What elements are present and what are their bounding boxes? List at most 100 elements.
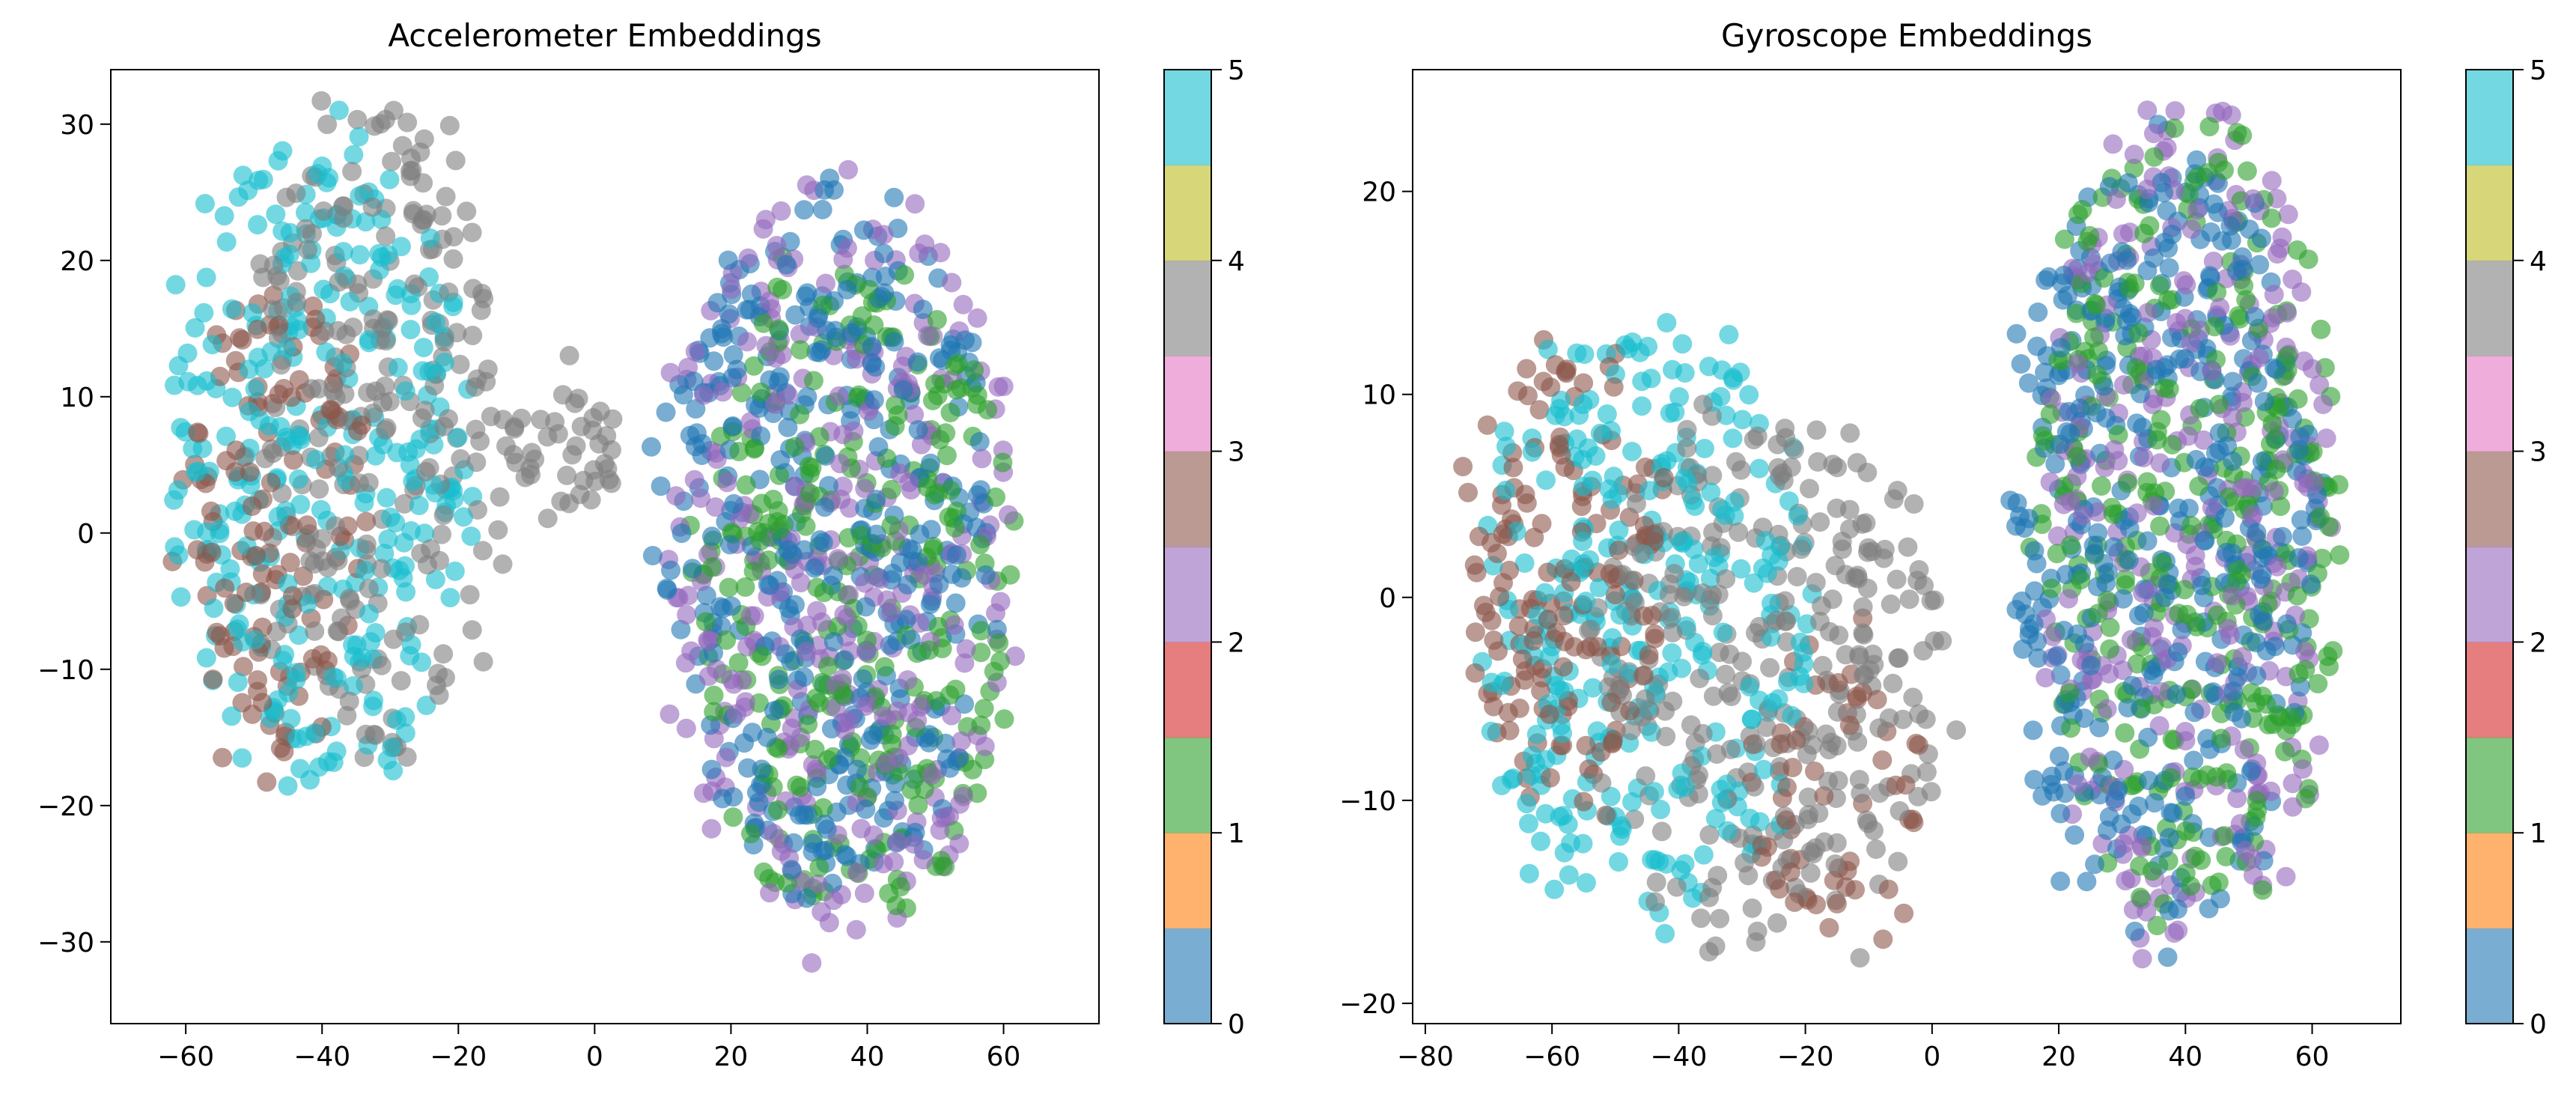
scatter-point	[993, 377, 1014, 396]
scatter-point	[229, 614, 249, 634]
scatter-point	[1657, 313, 1677, 332]
scatter-point	[2243, 505, 2263, 525]
scatter-point	[812, 612, 832, 632]
scatter-point	[259, 416, 279, 436]
scatter-point	[2175, 722, 2196, 741]
scatter-point	[2168, 920, 2188, 941]
scatter-point	[2190, 398, 2210, 419]
scatter-point	[2185, 612, 2205, 632]
scatter-point	[874, 706, 894, 726]
colorbar-tick-label: 5	[2530, 55, 2547, 86]
scatter-point	[1847, 453, 1867, 472]
scatter-point	[2115, 723, 2135, 743]
scatter-point	[1550, 806, 1570, 827]
scatter-point	[1574, 373, 1594, 393]
scatter-point	[2137, 179, 2158, 199]
scatter-point	[1622, 442, 1642, 461]
scatter-point	[1693, 395, 1714, 415]
scatter-point	[2059, 589, 2078, 609]
scatter-point	[812, 199, 832, 219]
scatter-point	[323, 380, 344, 401]
scatter-point	[1800, 863, 1821, 883]
scatter-point	[1700, 568, 1720, 589]
scatter-point	[946, 545, 966, 565]
scatter-point	[2094, 268, 2114, 288]
scatter-point	[1800, 478, 1819, 499]
scatter-point	[2313, 395, 2333, 414]
scatter-point	[2246, 693, 2266, 713]
scatter-point	[2226, 261, 2247, 281]
scatter-point	[2237, 161, 2257, 181]
scatter-point	[420, 228, 440, 249]
scatter-point	[1741, 709, 1762, 729]
scatter-point	[1596, 805, 1616, 825]
scatter-point	[866, 524, 886, 544]
colorbar-tick-label: 1	[1228, 818, 1245, 849]
gyroscope-x-axis: −80 −60 −40 −20 0 20 40 60	[1397, 1024, 2329, 1072]
scatter-point	[488, 520, 508, 540]
x-tick-label: −60	[1523, 1042, 1580, 1072]
scatter-point	[339, 691, 359, 711]
scatter-point	[1467, 562, 1487, 583]
scatter-point	[1651, 821, 1672, 842]
accelerometer-y-axis: −30 −20 −10 0 10 20 30	[37, 110, 111, 958]
scatter-point	[2143, 861, 2162, 881]
scatter-point	[460, 585, 480, 605]
scatter-point	[1672, 334, 1693, 354]
scatter-point	[1808, 452, 1828, 472]
scatter-point	[2184, 750, 2204, 771]
scatter-point	[2262, 414, 2283, 434]
scatter-point	[769, 319, 789, 339]
scatter-point	[723, 344, 743, 365]
scatter-point	[398, 112, 418, 133]
scatter-point	[790, 404, 810, 425]
scatter-point	[1909, 560, 1929, 580]
scatter-point	[1832, 539, 1852, 559]
scatter-point	[1872, 750, 1893, 771]
scatter-point	[971, 621, 991, 641]
scatter-point	[713, 788, 733, 809]
scatter-point	[380, 392, 400, 412]
scatter-point	[1894, 903, 1914, 923]
scatter-point	[791, 340, 811, 360]
scatter-point	[309, 479, 329, 499]
scatter-point	[814, 180, 835, 200]
scatter-point	[1492, 776, 1511, 795]
scatter-point	[2193, 430, 2214, 450]
scatter-point	[238, 180, 258, 201]
scatter-point	[308, 428, 329, 448]
scatter-point	[538, 508, 558, 529]
scatter-point	[1678, 473, 1698, 493]
scatter-point	[1881, 594, 1901, 614]
scatter-point	[1852, 514, 1872, 534]
scatter-point	[297, 594, 317, 614]
colorbar-tick-label: 1	[2530, 818, 2547, 849]
scatter-point	[1867, 690, 1887, 710]
scatter-point	[727, 359, 747, 380]
scatter-point	[986, 487, 1005, 507]
scatter-point	[1888, 851, 1908, 872]
scatter-point	[311, 91, 332, 111]
scatter-point	[1740, 677, 1760, 697]
scatter-point	[1636, 766, 1656, 786]
scatter-point	[2258, 594, 2278, 614]
scatter-point	[927, 310, 947, 329]
scatter-point	[705, 497, 725, 517]
scatter-point	[2050, 747, 2069, 766]
colorbar-segment	[2466, 260, 2513, 356]
scatter-point	[660, 704, 680, 724]
scatter-point	[1635, 458, 1655, 477]
colorbar-tick-label: 4	[1228, 246, 1245, 277]
scatter-point	[2289, 548, 2309, 568]
scatter-point	[1890, 801, 1910, 821]
scatter-point	[245, 379, 265, 399]
scatter-point	[287, 292, 307, 312]
scatter-point	[201, 501, 221, 521]
scatter-point	[796, 286, 816, 306]
scatter-point	[1465, 622, 1485, 642]
scatter-point	[1634, 516, 1654, 535]
scatter-point	[412, 408, 432, 428]
scatter-point	[335, 445, 355, 465]
scatter-point	[642, 437, 661, 457]
